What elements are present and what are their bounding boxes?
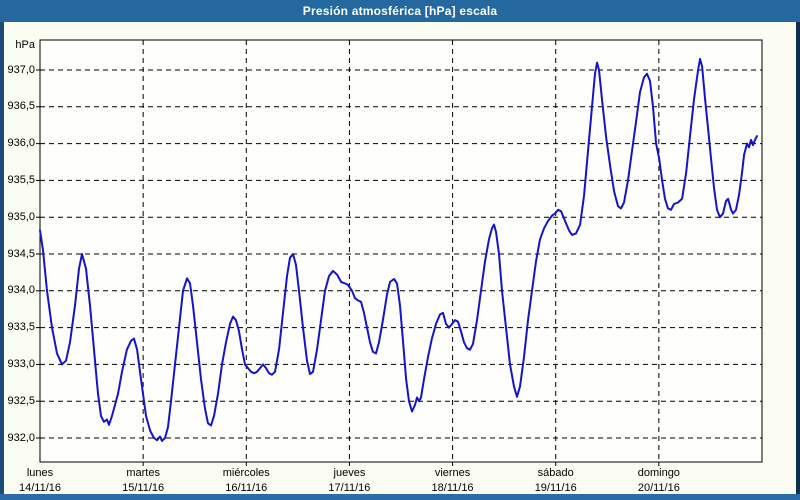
x-axis-day-label: miércoles xyxy=(222,467,270,479)
x-axis-day-label: jueves xyxy=(333,467,366,479)
y-axis-unit-label: hPa xyxy=(15,39,35,51)
y-axis-tick-label: 933,5 xyxy=(7,321,35,334)
x-axis-date-label: 20/11/16 xyxy=(637,482,680,494)
x-axis-date-label: 17/11/16 xyxy=(328,482,371,494)
x-axis-day-label: sábado xyxy=(537,467,574,479)
x-axis-day-label: viernes xyxy=(434,467,471,479)
x-axis-date-label: 14/11/16 xyxy=(18,482,61,494)
y-axis-tick-label: 932,0 xyxy=(7,431,35,444)
x-axis-date-label: 18/11/16 xyxy=(431,482,474,494)
y-axis-tick-label: 934,0 xyxy=(7,284,35,297)
y-axis-tick-label: 936,5 xyxy=(7,100,35,113)
y-axis-tick-label: 935,5 xyxy=(7,173,35,186)
x-axis-day-label: domingo xyxy=(637,467,680,479)
x-axis-date-label: 16/11/16 xyxy=(225,482,268,494)
window-titlebar[interactable]: Presión atmosférica [hPa] escala xyxy=(0,0,800,22)
x-axis-day-label: lunes xyxy=(26,467,54,479)
y-axis-tick-label: 936,0 xyxy=(7,137,35,150)
window-frame-left xyxy=(0,22,4,494)
pressure-series-line xyxy=(39,58,758,442)
y-axis-tick-label: 934,5 xyxy=(7,247,35,260)
window-frame-bottom xyxy=(0,494,800,500)
x-axis-day-label: martes xyxy=(126,467,160,479)
window-frame-right xyxy=(796,22,800,494)
plot-area xyxy=(39,39,763,463)
x-axis-date-label: 15/11/16 xyxy=(122,482,165,494)
x-axis-date-label: 19/11/16 xyxy=(534,482,577,494)
y-axis-tick-label: 935,0 xyxy=(7,210,35,223)
window-title: Presión atmosférica [hPa] escala xyxy=(302,4,498,18)
y-axis-tick-label: 933,0 xyxy=(7,357,35,370)
y-axis-tick-label: 937,0 xyxy=(7,63,35,76)
y-axis-tick-label: 932,5 xyxy=(7,394,35,407)
